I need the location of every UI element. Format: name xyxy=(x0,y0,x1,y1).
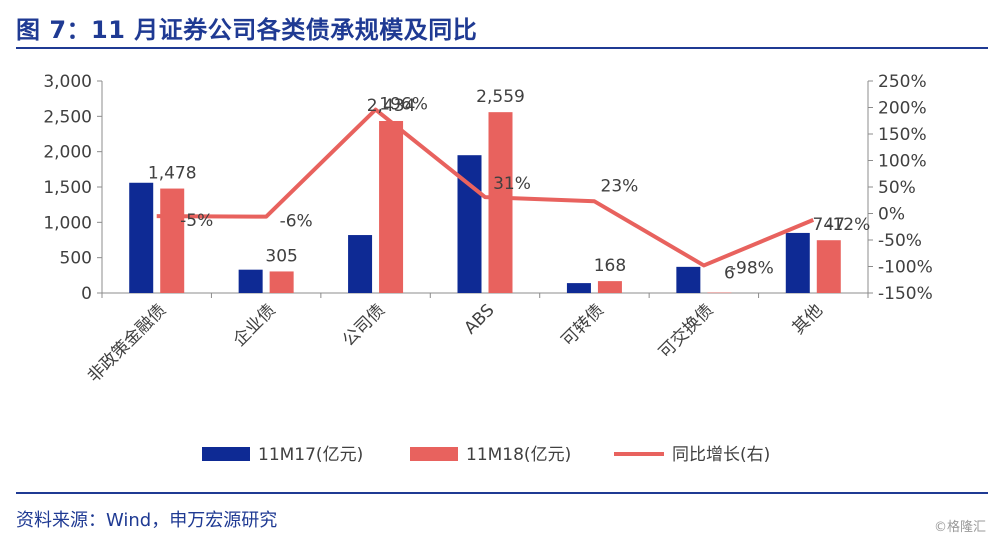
right-tick-label: -50% xyxy=(878,231,922,251)
bar-data-label: 168 xyxy=(594,256,626,276)
left-tick-label: 2,000 xyxy=(43,143,92,163)
bar-11m17 xyxy=(238,269,263,293)
category-label: 其他 xyxy=(789,300,827,338)
bar-data-label: 747 xyxy=(813,215,845,235)
legend-label-11m17: 11M17(亿元) xyxy=(258,445,363,465)
right-tick-label: 200% xyxy=(878,99,927,119)
left-tick-label: 1,000 xyxy=(43,213,92,233)
category-label: ABS xyxy=(460,300,498,338)
right-tick-label: 250% xyxy=(878,72,927,92)
right-tick-label: 150% xyxy=(878,125,927,145)
legend-swatch-11m18 xyxy=(410,447,458,461)
bar-11m17 xyxy=(676,266,701,293)
footer-divider xyxy=(16,492,988,494)
category-label: 可转债 xyxy=(558,300,608,350)
line-data-label: -98% xyxy=(730,258,774,278)
source-note: 资料来源：Wind，申万宏源研究 xyxy=(16,510,278,531)
category-label: 可交换债 xyxy=(655,300,717,362)
left-tick-label: 2,500 xyxy=(43,107,92,127)
right-tick-label: -100% xyxy=(878,258,933,278)
bar-11m18 xyxy=(379,120,404,293)
line-data-label: 31% xyxy=(493,174,531,194)
line-data-label: -6% xyxy=(280,212,313,232)
line-data-label: -12% xyxy=(826,215,870,235)
right-tick-label: 100% xyxy=(878,152,927,172)
bar-data-label: 305 xyxy=(265,246,297,266)
right-tick-label: 0% xyxy=(878,205,905,225)
category-label: 企业债 xyxy=(229,300,279,350)
page-title: 图 7：11 月证券公司各类债承规模及同比 xyxy=(16,16,478,44)
bar-11m17 xyxy=(129,182,154,293)
left-tick-label: 0 xyxy=(81,284,92,304)
bar-data-label: 2,434 xyxy=(367,96,416,116)
bar-11m18 xyxy=(707,292,732,294)
legend-label-11m18: 11M18(亿元) xyxy=(466,445,571,465)
bar-11m18 xyxy=(269,271,294,293)
left-tick-label: 1,500 xyxy=(43,178,92,198)
line-data-label: 196% xyxy=(379,95,428,115)
right-tick-label: 50% xyxy=(878,178,916,198)
right-tick-label: -150% xyxy=(878,284,933,304)
left-tick-label: 500 xyxy=(60,249,92,269)
bar-11m18 xyxy=(488,112,513,293)
left-tick-label: 3,000 xyxy=(43,72,92,92)
bar-11m18 xyxy=(597,281,622,293)
line-data-label: -5% xyxy=(180,211,213,231)
watermark: ©格隆汇 xyxy=(933,520,986,535)
title-divider xyxy=(16,47,988,49)
bar-11m17 xyxy=(785,232,810,293)
legend-swatch-11m17 xyxy=(202,447,250,461)
bar-line-chart: 3,000 2,500 2,000 1,500 1,000 500 0 250% 200% 150… xyxy=(43,72,933,465)
category-label: 非政策金融债 xyxy=(84,300,170,386)
bar-11m17 xyxy=(566,283,591,293)
bar-data-label: 2,559 xyxy=(476,87,525,107)
bar-11m17 xyxy=(348,235,373,293)
yoy-growth-line xyxy=(156,107,815,268)
bar-11m18 xyxy=(160,188,185,293)
line-data-label: 23% xyxy=(601,176,639,196)
bar-data-label: 1,478 xyxy=(148,164,197,184)
bar-11m18 xyxy=(816,240,841,293)
bar-data-label: 6 xyxy=(724,264,735,284)
category-label: 公司债 xyxy=(339,300,389,350)
legend-label-yoy: 同比增长(右) xyxy=(672,445,770,465)
